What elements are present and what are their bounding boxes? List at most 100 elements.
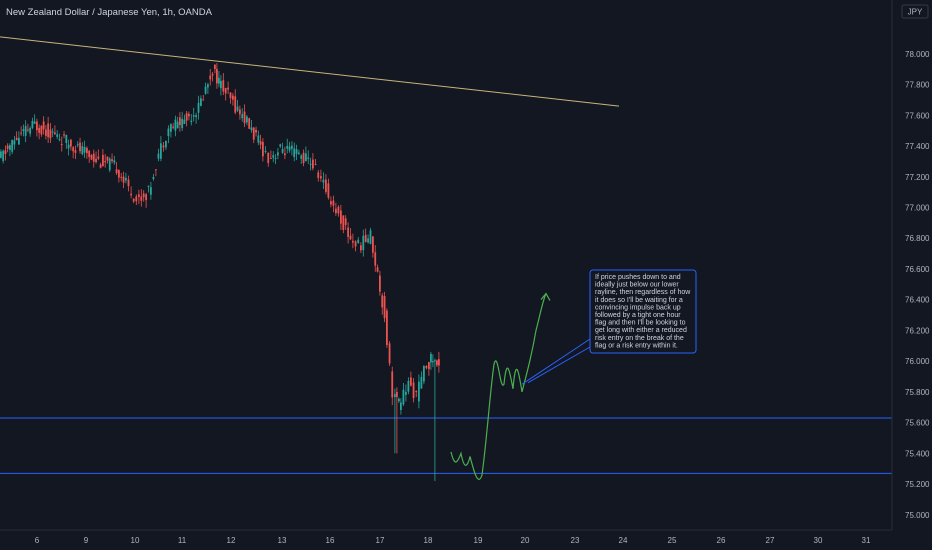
candle[interactable] <box>9 143 11 157</box>
candle[interactable] <box>65 134 68 149</box>
candle[interactable] <box>170 123 172 138</box>
candle[interactable] <box>307 150 310 164</box>
candle[interactable] <box>360 242 362 254</box>
candle[interactable] <box>291 141 293 156</box>
candle[interactable] <box>29 126 32 137</box>
candle[interactable] <box>160 136 162 162</box>
candle[interactable] <box>122 171 125 189</box>
candle[interactable] <box>31 117 34 130</box>
candle[interactable] <box>229 92 232 104</box>
candle[interactable] <box>72 146 75 159</box>
candle[interactable] <box>367 234 369 244</box>
candle[interactable] <box>320 169 322 182</box>
candle[interactable] <box>264 146 267 154</box>
candle[interactable] <box>383 291 386 323</box>
candle[interactable] <box>337 205 340 217</box>
candle[interactable] <box>63 131 65 139</box>
candle[interactable] <box>430 351 432 370</box>
candle[interactable] <box>327 178 330 200</box>
candle[interactable] <box>340 204 342 231</box>
candle[interactable] <box>127 175 130 192</box>
candle[interactable] <box>381 292 384 315</box>
candle[interactable] <box>267 152 270 167</box>
candle[interactable] <box>255 126 257 137</box>
candle[interactable] <box>246 114 248 126</box>
candle[interactable] <box>200 95 202 107</box>
candle[interactable] <box>312 153 314 171</box>
candle[interactable] <box>398 397 400 403</box>
candle[interactable] <box>74 145 77 159</box>
candle[interactable] <box>248 117 251 129</box>
candle[interactable] <box>202 94 205 101</box>
time-axis[interactable]: 6 9 10 11 12 13 16 17 18 19 20 23 24 25 26 27 30 31 <box>35 536 871 545</box>
candle[interactable] <box>394 388 396 454</box>
candle[interactable] <box>428 361 430 376</box>
candle[interactable] <box>335 202 337 216</box>
candle[interactable] <box>369 227 372 245</box>
candle[interactable] <box>352 233 354 249</box>
candle[interactable] <box>6 143 9 153</box>
candle[interactable] <box>104 154 107 168</box>
candle[interactable] <box>106 156 109 164</box>
candle[interactable] <box>270 150 272 160</box>
candle[interactable] <box>207 82 209 94</box>
candle[interactable] <box>24 120 27 143</box>
candle[interactable] <box>286 138 289 154</box>
candle[interactable] <box>60 136 63 152</box>
candle[interactable] <box>241 108 244 122</box>
candle[interactable] <box>13 135 16 150</box>
candle[interactable] <box>407 377 410 395</box>
candle[interactable] <box>99 162 102 169</box>
candle[interactable] <box>108 157 111 173</box>
candle[interactable] <box>302 149 305 167</box>
candle[interactable] <box>45 125 47 140</box>
candle[interactable] <box>272 151 275 163</box>
candle[interactable] <box>183 114 186 125</box>
candle[interactable] <box>396 387 398 454</box>
candle[interactable] <box>155 169 157 177</box>
candle[interactable] <box>152 173 155 181</box>
candle[interactable] <box>42 116 45 135</box>
candle[interactable] <box>102 149 104 167</box>
candle[interactable] <box>209 69 212 86</box>
candle[interactable] <box>386 308 388 348</box>
candle[interactable] <box>195 112 197 124</box>
candle[interactable] <box>18 131 20 146</box>
price-axis[interactable]: 78.000 77.800 77.600 77.400 77.200 77.000 76.8… <box>905 50 930 520</box>
candle[interactable] <box>0 149 2 159</box>
candle[interactable] <box>40 125 43 137</box>
candle[interactable] <box>317 169 320 182</box>
candle[interactable] <box>227 81 229 95</box>
candle[interactable] <box>76 141 79 148</box>
candle[interactable] <box>432 354 434 368</box>
candle[interactable] <box>79 137 81 154</box>
candle[interactable] <box>298 149 300 155</box>
candle[interactable] <box>2 149 5 164</box>
candle[interactable] <box>81 142 84 156</box>
candle[interactable] <box>410 371 412 387</box>
candle[interactable] <box>92 149 95 168</box>
candle[interactable] <box>325 174 327 195</box>
candle[interactable] <box>38 124 41 140</box>
candle[interactable] <box>150 181 152 200</box>
candle[interactable] <box>364 228 367 243</box>
candle[interactable] <box>140 189 143 207</box>
candle[interactable] <box>132 198 135 204</box>
candle[interactable] <box>218 70 220 88</box>
candle[interactable] <box>314 158 317 166</box>
candle[interactable] <box>192 107 195 122</box>
callout-box[interactable] <box>589 269 697 354</box>
candle[interactable] <box>288 141 291 153</box>
candle[interactable] <box>142 190 145 202</box>
candle[interactable] <box>157 148 160 162</box>
candle[interactable] <box>120 173 123 182</box>
candle[interactable] <box>420 371 423 389</box>
candle[interactable] <box>349 228 352 241</box>
candle[interactable] <box>20 126 23 136</box>
candle[interactable] <box>113 155 116 165</box>
candle[interactable] <box>90 154 93 161</box>
candle[interactable] <box>436 359 438 367</box>
candle[interactable] <box>322 172 325 189</box>
